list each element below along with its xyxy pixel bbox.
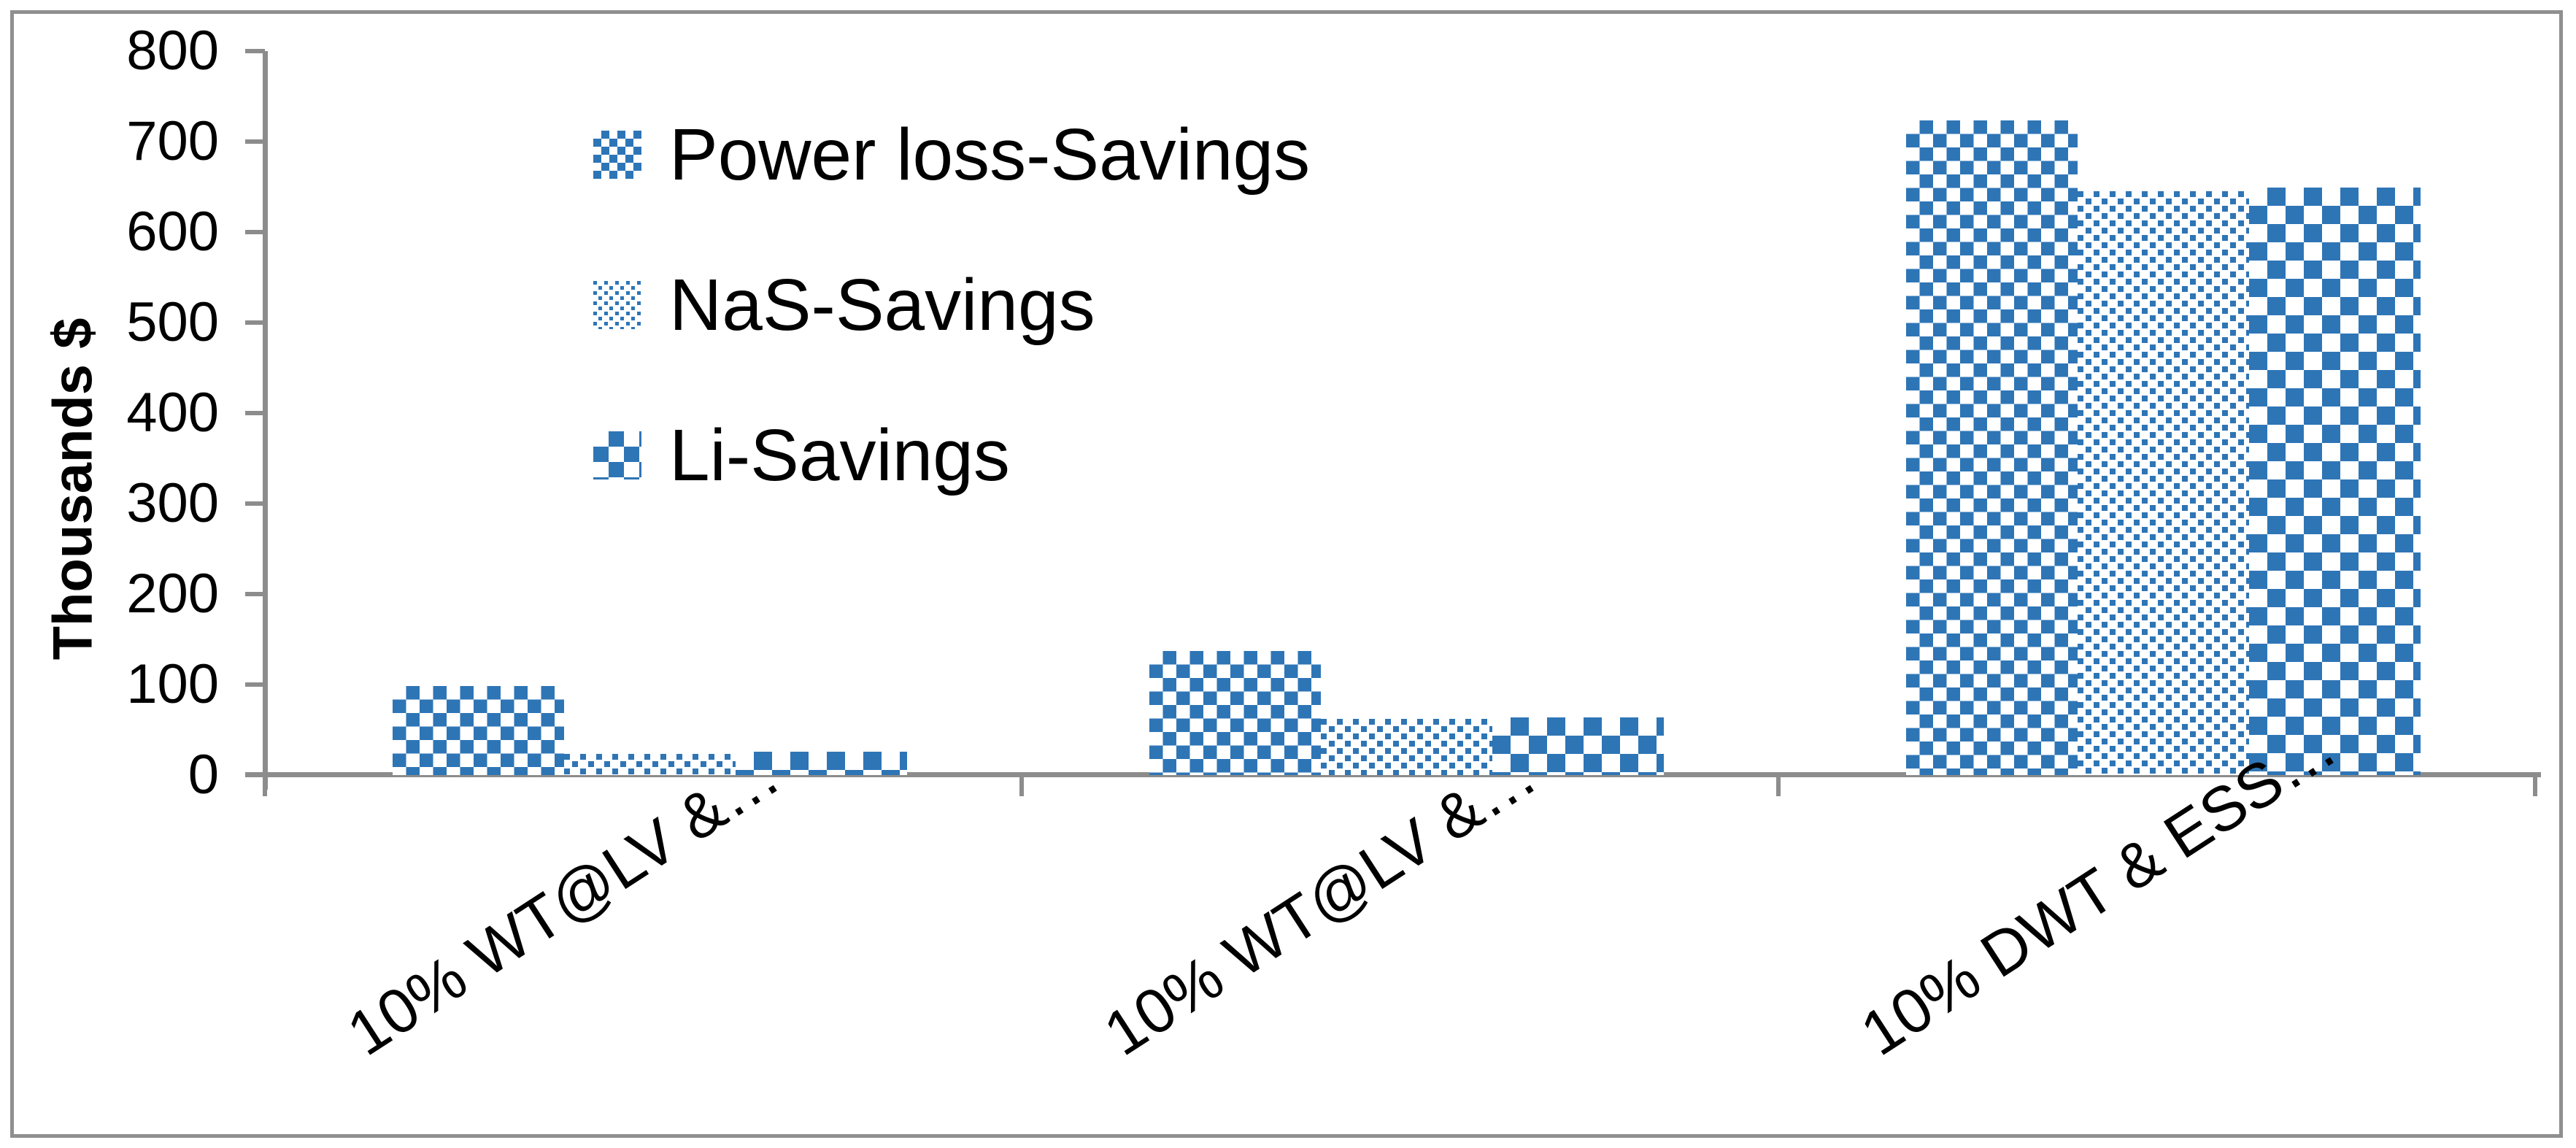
y-tick — [245, 592, 265, 596]
y-tick — [245, 411, 265, 415]
legend-item-power-loss-savings: Power loss-Savings — [593, 107, 1310, 203]
y-tick — [245, 139, 265, 144]
legend-swatch-dots-icon — [593, 281, 641, 329]
bar-nas-savings — [564, 754, 736, 775]
bar-li-savings — [736, 752, 907, 775]
y-axis-line — [263, 51, 268, 790]
legend-label: NaS-Savings — [669, 264, 1095, 346]
legend-swatch-checker-icon — [593, 131, 641, 179]
y-tick-label: 300 — [126, 472, 219, 534]
bar-power-loss-savings — [1149, 651, 1321, 775]
legend-label: Li-Savings — [669, 415, 1010, 496]
y-tick — [245, 230, 265, 234]
y-tick-label: 700 — [126, 110, 219, 172]
x-tick — [1776, 776, 1781, 796]
bar-li-savings — [1492, 717, 1664, 775]
bar-power-loss-savings — [1906, 120, 2078, 775]
bar-group — [1022, 51, 1778, 775]
legend-label: Power loss-Savings — [669, 114, 1311, 196]
y-tick — [245, 501, 265, 506]
y-tick-label: 800 — [126, 20, 219, 82]
legend-item-nas-savings: NaS-Savings — [593, 257, 1310, 353]
y-tick-label: 100 — [126, 653, 219, 715]
bar-power-loss-savings — [393, 686, 564, 775]
y-tick — [245, 320, 265, 325]
y-tick-label: 0 — [188, 744, 219, 806]
y-tick — [245, 682, 265, 687]
x-tick — [1019, 776, 1024, 796]
chart-outer-border — [10, 10, 2563, 1138]
y-tick-label: 600 — [126, 201, 219, 263]
y-tick — [245, 773, 265, 777]
bar-nas-savings — [2078, 191, 2249, 775]
legend-swatch-large-checker-icon — [593, 431, 641, 479]
bar-li-savings — [2249, 188, 2421, 775]
legend: Power loss-Savings NaS-Savings Li-Saving… — [593, 107, 1310, 558]
legend-item-li-savings: Li-Savings — [593, 407, 1310, 504]
y-tick-label: 400 — [126, 382, 219, 444]
bar-group — [1778, 51, 2535, 775]
y-tick — [245, 49, 265, 53]
y-tick-label: 200 — [126, 563, 219, 625]
y-tick-label: 500 — [126, 291, 219, 353]
bar-group — [265, 51, 1022, 775]
bar-nas-savings — [1321, 719, 1492, 775]
x-tick — [263, 776, 267, 796]
x-tick — [2533, 776, 2537, 796]
